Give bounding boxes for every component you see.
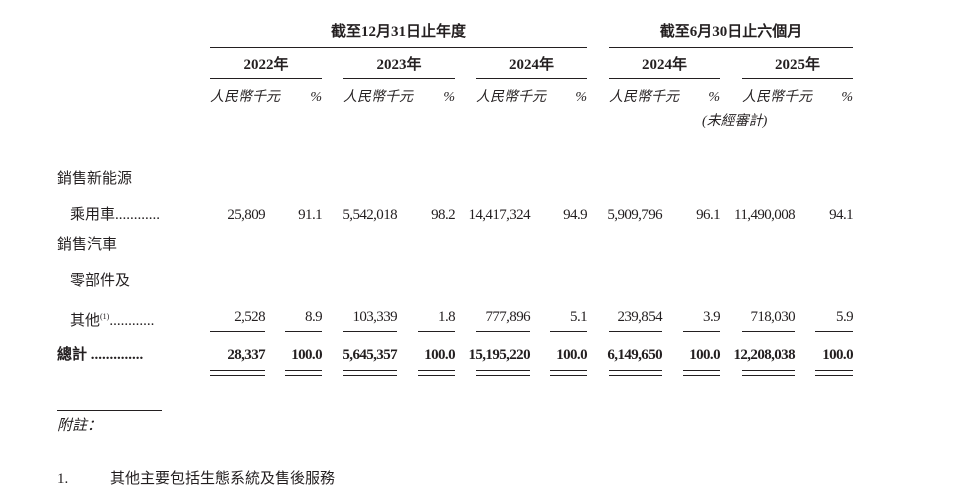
divider bbox=[343, 78, 455, 79]
subtotal-line bbox=[609, 331, 662, 332]
cell-percent: 3.9 bbox=[703, 309, 721, 325]
total-amount: 28,337 bbox=[227, 347, 265, 363]
cell-percent: 5.1 bbox=[570, 309, 588, 325]
cell-amount: 5,542,018 bbox=[342, 207, 397, 223]
divider bbox=[476, 78, 587, 79]
total-percent: 100.0 bbox=[556, 347, 587, 363]
subtotal-line bbox=[815, 331, 853, 332]
row-label: 銷售新能源 bbox=[57, 171, 133, 187]
double-underline bbox=[742, 370, 795, 371]
unaudited-note: (未經審計) bbox=[702, 114, 768, 129]
double-underline bbox=[418, 375, 455, 376]
row-label: 零部件及 bbox=[70, 273, 131, 289]
double-underline bbox=[609, 370, 662, 371]
group-header-annual: 截至12月31日止年度 bbox=[330, 24, 466, 40]
unit-pct: % bbox=[841, 90, 853, 105]
leader-dots: ............ bbox=[109, 313, 155, 329]
note-number: 1. bbox=[57, 471, 69, 487]
cell-percent: 96.1 bbox=[696, 207, 720, 223]
group-header-interim: 截至6月30日止六個月 bbox=[659, 24, 803, 40]
total-percent: 100.0 bbox=[822, 347, 853, 363]
double-underline bbox=[210, 375, 265, 376]
total-amount: 12,208,038 bbox=[733, 347, 795, 363]
total-percent: 100.0 bbox=[689, 347, 720, 363]
subtotal-line bbox=[742, 331, 795, 332]
cell-amount: 103,339 bbox=[352, 309, 397, 325]
divider bbox=[742, 78, 853, 79]
unit-rmb: 人民幣千元 bbox=[609, 90, 679, 105]
cell-percent: 91.1 bbox=[298, 207, 322, 223]
total-amount: 5,645,357 bbox=[342, 347, 397, 363]
cell-percent: 94.1 bbox=[829, 207, 853, 223]
double-underline bbox=[476, 375, 530, 376]
year-header: 2024年 bbox=[641, 57, 687, 73]
total-percent: 100.0 bbox=[424, 347, 455, 363]
double-underline bbox=[343, 375, 397, 376]
total-amount: 15,195,220 bbox=[468, 347, 530, 363]
unit-pct: % bbox=[575, 90, 587, 105]
row-label-text: 其他 bbox=[70, 313, 101, 329]
cell-amount: 14,417,324 bbox=[468, 207, 530, 223]
year-header: 2023年 bbox=[376, 57, 422, 73]
cell-amount: 11,490,008 bbox=[734, 207, 796, 223]
cell-amount: 25,809 bbox=[227, 207, 265, 223]
row-label: 銷售汽車 bbox=[57, 237, 118, 253]
notes-title: 附註： bbox=[57, 418, 103, 434]
subtotal-line bbox=[683, 331, 720, 332]
subtotal-line bbox=[210, 331, 265, 332]
cell-amount: 239,854 bbox=[617, 309, 662, 325]
cell-percent: 98.2 bbox=[431, 207, 455, 223]
double-underline bbox=[550, 370, 587, 371]
double-underline bbox=[815, 375, 853, 376]
subtotal-line bbox=[285, 331, 322, 332]
divider bbox=[210, 47, 587, 48]
double-underline bbox=[815, 370, 853, 371]
divider bbox=[210, 78, 322, 79]
double-underline bbox=[285, 375, 322, 376]
unit-rmb: 人民幣千元 bbox=[476, 90, 546, 105]
double-underline bbox=[285, 370, 322, 371]
divider bbox=[609, 78, 720, 79]
cell-amount: 2,528 bbox=[234, 309, 265, 325]
row-label: 乘用車............ bbox=[70, 207, 161, 223]
unit-rmb: 人民幣千元 bbox=[742, 90, 812, 105]
cell-percent: 5.9 bbox=[836, 309, 854, 325]
double-underline bbox=[550, 375, 587, 376]
double-underline bbox=[683, 375, 720, 376]
cell-percent: 8.9 bbox=[305, 309, 323, 325]
year-header: 2024年 bbox=[508, 57, 554, 73]
subtotal-line bbox=[476, 331, 530, 332]
subtotal-line bbox=[343, 331, 397, 332]
double-underline bbox=[476, 370, 530, 371]
total-label: 總計 .............. bbox=[57, 347, 144, 363]
double-underline bbox=[418, 370, 455, 371]
double-underline bbox=[742, 375, 795, 376]
unit-pct: % bbox=[310, 90, 322, 105]
double-underline bbox=[210, 370, 265, 371]
unit-pct: % bbox=[443, 90, 455, 105]
cell-percent: 94.9 bbox=[563, 207, 587, 223]
double-underline bbox=[609, 375, 662, 376]
year-header: 2022年 bbox=[243, 57, 289, 73]
cell-amount: 5,909,796 bbox=[607, 207, 662, 223]
year-header: 2025年 bbox=[774, 57, 820, 73]
unit-pct: % bbox=[708, 90, 720, 105]
notes-divider bbox=[57, 410, 162, 411]
total-percent: 100.0 bbox=[291, 347, 322, 363]
note-text: 其他主要包括生態系統及售後服務 bbox=[110, 471, 336, 487]
cell-percent: 1.8 bbox=[438, 309, 456, 325]
unit-rmb: 人民幣千元 bbox=[343, 90, 413, 105]
unit-rmb: 人民幣千元 bbox=[210, 90, 280, 105]
cell-amount: 718,030 bbox=[750, 309, 795, 325]
row-label: 其他(1)............ bbox=[70, 308, 154, 330]
divider bbox=[609, 47, 853, 48]
subtotal-line bbox=[418, 331, 455, 332]
subtotal-line bbox=[550, 331, 587, 332]
double-underline bbox=[343, 370, 397, 371]
footnote-ref: (1) bbox=[100, 312, 110, 321]
total-amount: 6,149,650 bbox=[607, 347, 662, 363]
cell-amount: 777,896 bbox=[485, 309, 530, 325]
double-underline bbox=[683, 370, 720, 371]
